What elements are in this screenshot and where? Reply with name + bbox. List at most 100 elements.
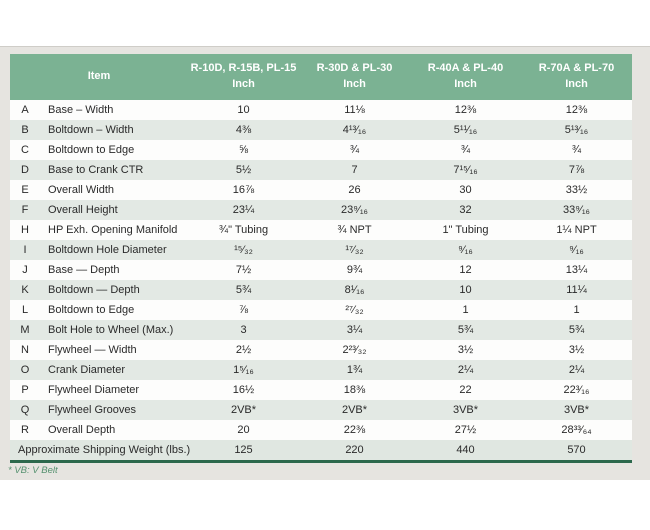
row-item-name: Crank Diameter xyxy=(40,359,188,380)
row-item-name: Boltdown – Width xyxy=(40,119,188,140)
column-header-model-3-unit: Inch xyxy=(454,77,477,90)
row-value-3: 22 xyxy=(410,379,521,400)
row-value-3: 3½ xyxy=(410,339,521,360)
row-value-1: 2½ xyxy=(188,339,299,360)
row-item-name: Boltdown — Depth xyxy=(40,279,188,300)
row-letter: C xyxy=(10,139,40,160)
row-value-1: ¾" Tubing xyxy=(188,219,299,240)
row-item-name: Flywheel Grooves xyxy=(40,399,188,420)
shipping-weight-value: 570 xyxy=(521,439,632,463)
row-letter: I xyxy=(10,239,40,260)
row-value-3: 12⅜ xyxy=(410,99,521,120)
shipping-weight-label: Approximate Shipping Weight (lbs.) xyxy=(10,439,190,463)
column-header-item: Item xyxy=(10,54,188,100)
row-value-2: 26 xyxy=(299,179,410,200)
row-value-2: ²⁷⁄₃₂ xyxy=(299,299,410,320)
row-value-1: 4⅜ xyxy=(188,119,299,140)
row-letter: K xyxy=(10,279,40,300)
table-row: N Flywheel — Width 2½ 2²³⁄₃₂ 3½ 3½ xyxy=(10,339,632,360)
row-value-2: 2²³⁄₃₂ xyxy=(299,339,410,360)
table-row: M Bolt Hole to Wheel (Max.) 3 3¼ 5¾ 5¾ xyxy=(10,319,632,340)
row-value-4: 1 xyxy=(521,299,632,320)
shipping-weight-row: Approximate Shipping Weight (lbs.) 125 2… xyxy=(10,439,632,463)
row-value-1: 16⅞ xyxy=(188,179,299,200)
table-row: J Base — Depth 7½ 9¾ 12 13¼ xyxy=(10,259,632,280)
column-header-model-4-name: R-70A & PL-70 xyxy=(538,62,615,74)
row-value-4: 11¼ xyxy=(521,279,632,300)
row-item-name: Boltdown Hole Diameter xyxy=(40,239,188,260)
column-header-model-1-unit: Inch xyxy=(232,77,255,90)
table-row: D Base to Crank CTR 5½ 7 7¹⁵⁄₁₆ 7⅞ xyxy=(10,159,632,180)
row-value-3: 3VB* xyxy=(410,399,521,420)
column-header-model-1: R-10D, R-15B, PL-15 Inch xyxy=(188,54,299,100)
row-item-name: Boltdown to Edge xyxy=(40,299,188,320)
row-value-1: 5½ xyxy=(188,159,299,180)
row-value-1: 7½ xyxy=(188,259,299,280)
row-item-name: Flywheel — Width xyxy=(40,339,188,360)
row-value-3: 7¹⁵⁄₁₆ xyxy=(410,159,521,180)
row-value-3: ¾ xyxy=(410,139,521,160)
row-letter: F xyxy=(10,199,40,220)
row-value-2: 3¼ xyxy=(299,319,410,340)
column-header-item-label: Item xyxy=(87,69,111,82)
row-letter: O xyxy=(10,359,40,380)
row-letter: A xyxy=(10,99,40,120)
table-row: Q Flywheel Grooves 2VB* 2VB* 3VB* 3VB* xyxy=(10,399,632,420)
table-row: B Boltdown – Width 4⅜ 4¹³⁄₁₆ 5¹¹⁄₁₆ 5¹³⁄… xyxy=(10,119,632,140)
row-letter: P xyxy=(10,379,40,400)
row-value-2: 22⅜ xyxy=(299,419,410,440)
row-letter: D xyxy=(10,159,40,180)
row-value-3: 1" Tubing xyxy=(410,219,521,240)
row-item-name: Base – Width xyxy=(40,99,188,120)
row-value-2: ¾ xyxy=(299,139,410,160)
row-letter: E xyxy=(10,179,40,200)
table-row: A Base – Width 10 11⅛ 12⅜ 12⅜ xyxy=(10,99,632,120)
column-header-model-2-unit: Inch xyxy=(343,77,366,90)
shipping-weight-value: 220 xyxy=(299,439,410,463)
row-item-name: Boltdown to Edge xyxy=(40,139,188,160)
table-row: P Flywheel Diameter 16½ 18⅜ 22 22³⁄₁₆ xyxy=(10,379,632,400)
column-header-model-3-name: R-40A & PL-40 xyxy=(427,62,504,74)
table-row: F Overall Height 23¼ 23⁹⁄₁₆ 32 33⁹⁄₁₆ xyxy=(10,199,632,220)
row-letter: N xyxy=(10,339,40,360)
table-row: E Overall Width 16⅞ 26 30 33½ xyxy=(10,179,632,200)
row-value-4: 33⁹⁄₁₆ xyxy=(521,199,632,220)
row-value-1: 10 xyxy=(188,99,299,120)
row-value-3: 1 xyxy=(410,299,521,320)
row-value-1: 3 xyxy=(188,319,299,340)
column-header-model-1-name: R-10D, R-15B, PL-15 xyxy=(190,62,297,74)
table-row: H HP Exh. Opening Manifold ¾" Tubing ¾ N… xyxy=(10,219,632,240)
row-value-3: ⁹⁄₁₆ xyxy=(410,239,521,260)
row-value-3: 30 xyxy=(410,179,521,200)
row-item-name: Overall Height xyxy=(40,199,188,220)
column-header-model-2-name: R-30D & PL-30 xyxy=(316,62,393,74)
vbelt-footnote: * VB: V Belt xyxy=(8,465,58,476)
table-panel: Item R-10D, R-15B, PL-15 Inch R-30D & PL… xyxy=(0,46,650,480)
row-value-3: 32 xyxy=(410,199,521,220)
row-value-2: 2VB* xyxy=(299,399,410,420)
pump-dimensions-table: Item R-10D, R-15B, PL-15 Inch R-30D & PL… xyxy=(10,54,632,463)
row-letter: L xyxy=(10,299,40,320)
table-row: O Crank Diameter 1⁵⁄₁₆ 1¾ 2¼ 2¼ xyxy=(10,359,632,380)
row-value-4: 5¾ xyxy=(521,319,632,340)
row-value-4: 28³³⁄₆₄ xyxy=(521,419,632,440)
row-value-1: 1⁵⁄₁₆ xyxy=(188,359,299,380)
row-value-4: 3VB* xyxy=(521,399,632,420)
row-value-1: 20 xyxy=(188,419,299,440)
row-value-2: 11⅛ xyxy=(299,99,410,120)
row-value-1: 23¼ xyxy=(188,199,299,220)
row-value-4: ⁹⁄₁₆ xyxy=(521,239,632,260)
row-value-3: 12 xyxy=(410,259,521,280)
row-value-3: 10 xyxy=(410,279,521,300)
row-value-2: 1¾ xyxy=(299,359,410,380)
column-header-model-3: R-40A & PL-40 Inch xyxy=(410,54,521,100)
row-value-2: ¾ NPT xyxy=(299,219,410,240)
row-value-1: 2VB* xyxy=(188,399,299,420)
table-row: C Boltdown to Edge ⅝ ¾ ¾ ¾ xyxy=(10,139,632,160)
row-value-4: 3½ xyxy=(521,339,632,360)
row-value-2: 9¾ xyxy=(299,259,410,280)
row-value-1: ⅝ xyxy=(188,139,299,160)
row-value-4: ¾ xyxy=(521,139,632,160)
row-value-3: 5¾ xyxy=(410,319,521,340)
row-item-name: Flywheel Diameter xyxy=(40,379,188,400)
